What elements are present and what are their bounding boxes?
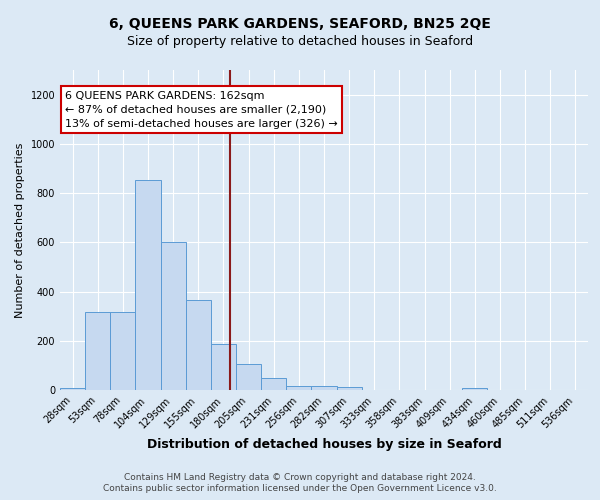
- Bar: [136, 180, 161, 390]
- Bar: [60, 388, 85, 390]
- Bar: [337, 387, 362, 390]
- Text: 6, QUEENS PARK GARDENS, SEAFORD, BN25 2QE: 6, QUEENS PARK GARDENS, SEAFORD, BN25 2Q…: [109, 18, 491, 32]
- Bar: [85, 312, 110, 390]
- Bar: [311, 386, 337, 390]
- Text: 6 QUEENS PARK GARDENS: 162sqm
← 87% of detached houses are smaller (2,190)
13% o: 6 QUEENS PARK GARDENS: 162sqm ← 87% of d…: [65, 91, 338, 129]
- Bar: [236, 364, 261, 390]
- Bar: [161, 242, 186, 390]
- Text: Size of property relative to detached houses in Seaford: Size of property relative to detached ho…: [127, 35, 473, 48]
- Bar: [186, 300, 211, 390]
- Bar: [462, 388, 487, 390]
- Bar: [261, 378, 286, 390]
- Bar: [286, 386, 311, 390]
- Text: Contains public sector information licensed under the Open Government Licence v3: Contains public sector information licen…: [103, 484, 497, 493]
- Bar: [110, 312, 136, 390]
- Text: Contains HM Land Registry data © Crown copyright and database right 2024.: Contains HM Land Registry data © Crown c…: [124, 472, 476, 482]
- Bar: [211, 344, 236, 390]
- Y-axis label: Number of detached properties: Number of detached properties: [15, 142, 25, 318]
- X-axis label: Distribution of detached houses by size in Seaford: Distribution of detached houses by size …: [146, 438, 502, 451]
